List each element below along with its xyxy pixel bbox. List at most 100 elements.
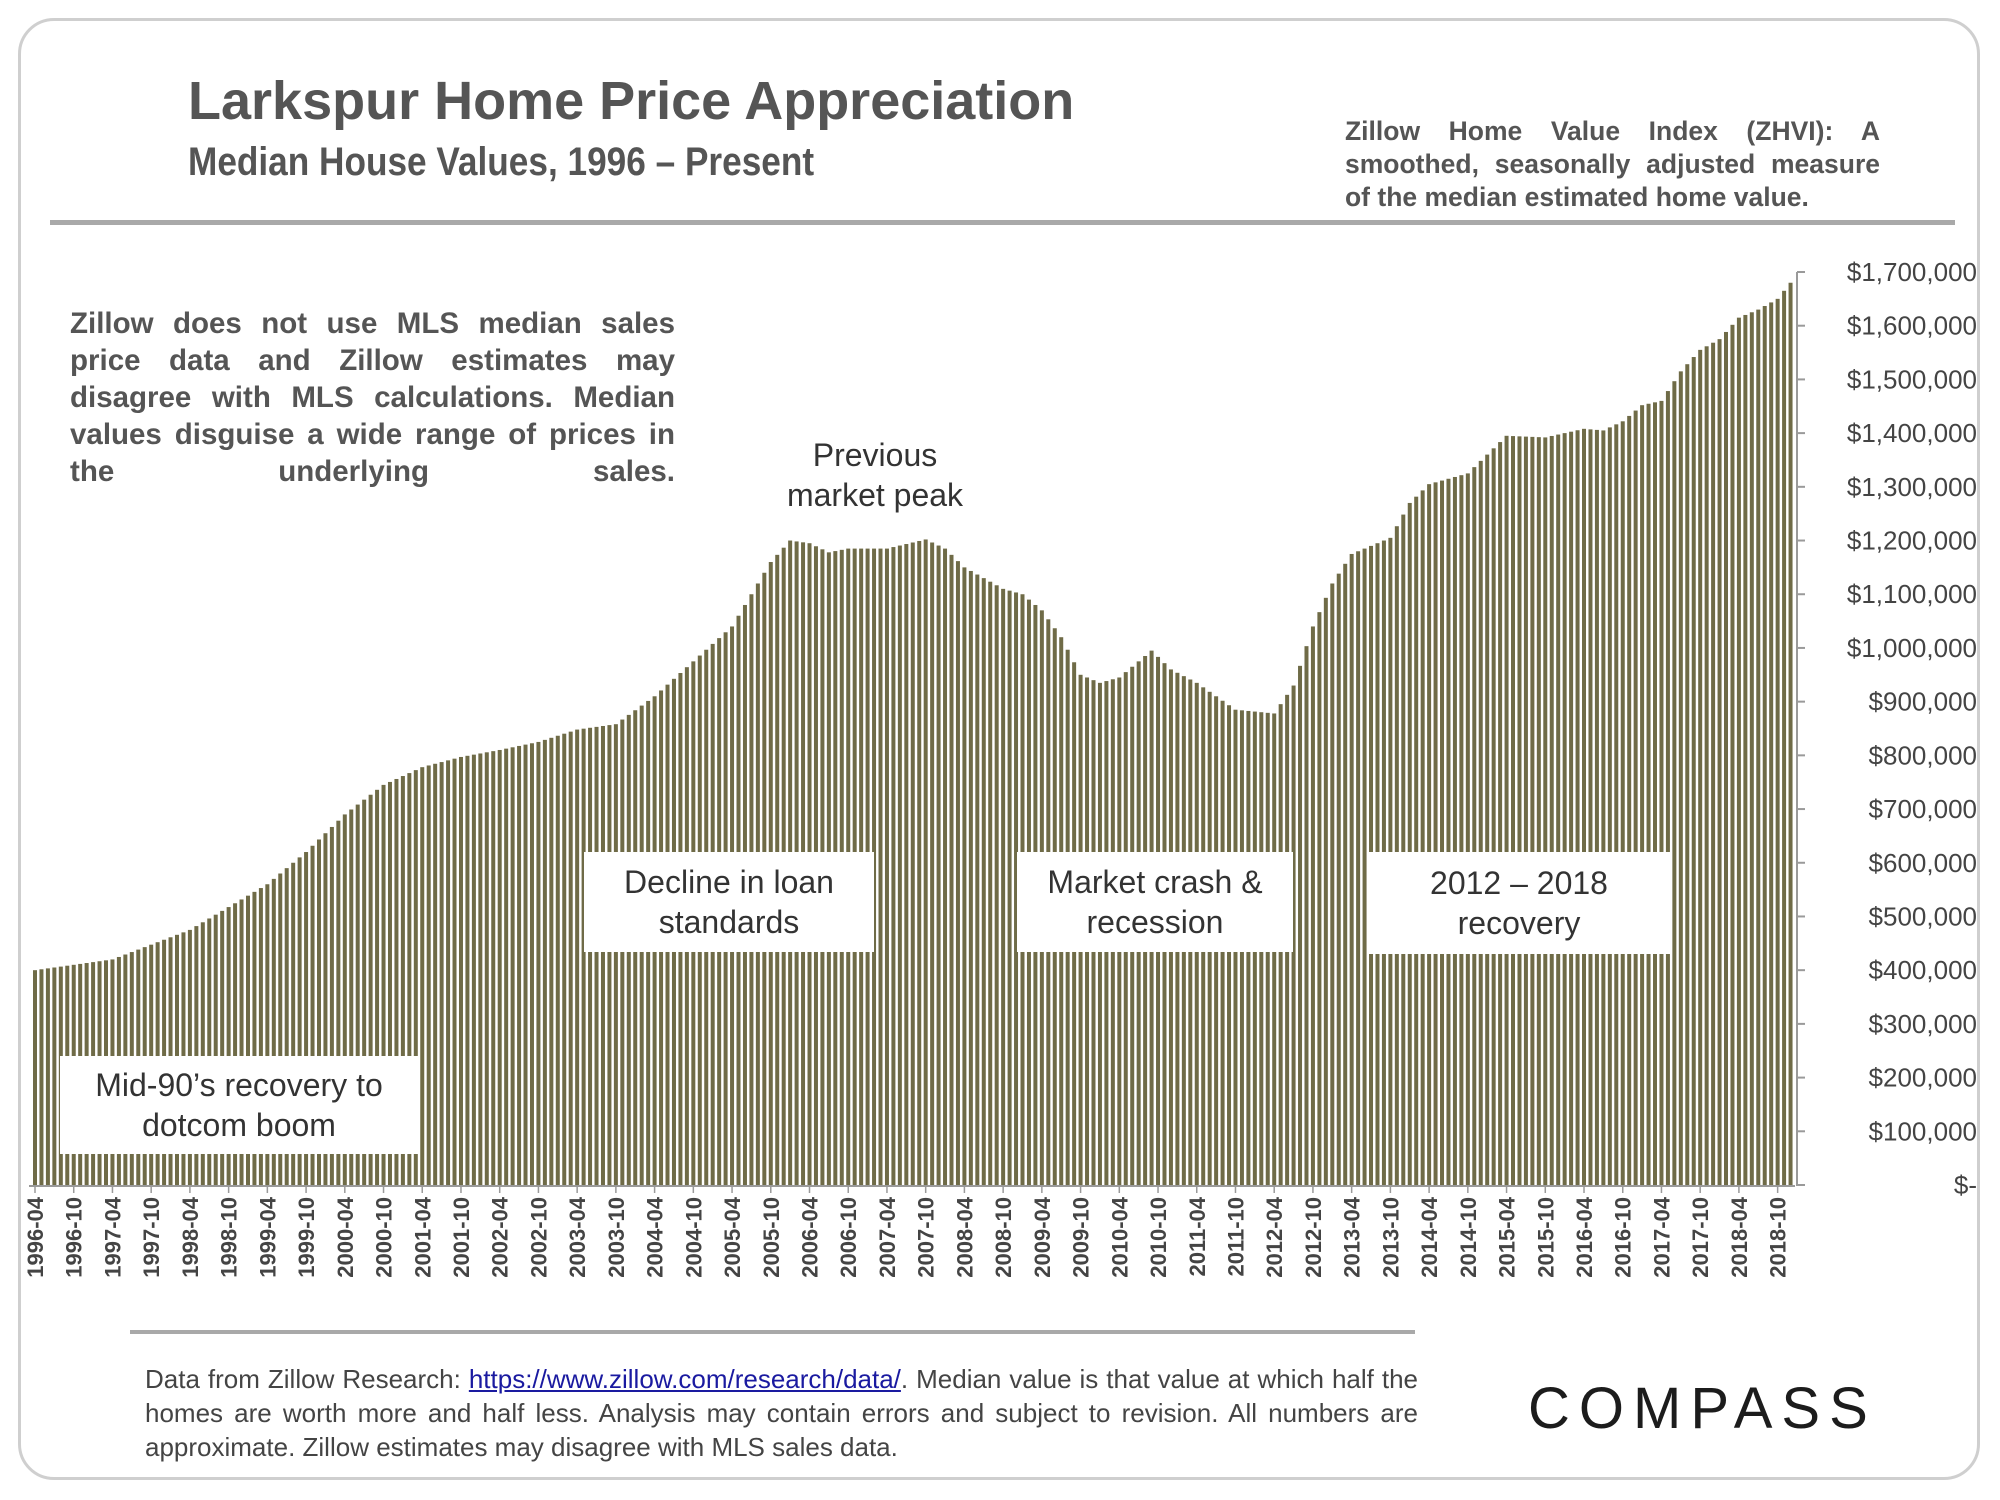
price-bar: [368, 794, 373, 1185]
price-bar: [620, 719, 625, 1185]
price-bar: [594, 726, 599, 1185]
price-bar: [1485, 454, 1490, 1186]
price-bar: [1330, 583, 1335, 1185]
price-bar: [355, 804, 360, 1185]
x-tick-label: 2010-04: [1107, 1196, 1132, 1278]
price-bar: [471, 754, 476, 1185]
price-bar: [1336, 573, 1341, 1185]
price-bar: [1743, 314, 1748, 1186]
price-bar: [1459, 475, 1464, 1185]
price-bar: [1452, 476, 1457, 1186]
y-tick-label: $900,000: [1869, 687, 1977, 717]
y-tick-label: $1,400,000: [1847, 418, 1977, 448]
price-bar: [1343, 563, 1348, 1185]
price-bar: [1724, 331, 1728, 1186]
x-tick-label: 1997-04: [100, 1196, 125, 1278]
price-bar: [943, 548, 948, 1185]
price-bar: [1504, 435, 1509, 1185]
price-bar: [1007, 590, 1012, 1185]
price-bar: [884, 548, 889, 1185]
annotation-previous-peak: Previous market peak: [786, 437, 964, 513]
price-bar: [1511, 436, 1516, 1185]
source-description: . Median value is that value at which ha…: [145, 1364, 1419, 1462]
header-divider: [50, 220, 1955, 225]
compass-logo: COMPASS: [1528, 1376, 1877, 1441]
price-bar: [1491, 448, 1496, 1186]
y-tick-label: $100,000: [1869, 1116, 1977, 1146]
price-bar: [930, 542, 935, 1185]
price-bar: [52, 967, 57, 1185]
x-tick-label: 1998-10: [217, 1197, 242, 1278]
x-tick-label: 2007-10: [914, 1197, 939, 1278]
price-bar: [575, 729, 580, 1185]
price-bar: [310, 845, 315, 1185]
price-bar: [265, 884, 270, 1185]
price-bar: [1362, 548, 1367, 1185]
price-bar: [1530, 436, 1535, 1185]
price-bar: [1465, 473, 1470, 1185]
price-bar: [923, 539, 928, 1185]
price-bar: [1304, 646, 1309, 1185]
y-tick-label: $1,200,000: [1847, 526, 1977, 556]
price-bar: [1717, 339, 1722, 1185]
price-bar: [613, 724, 618, 1185]
price-bar: [523, 744, 528, 1185]
price-bar: [33, 970, 37, 1185]
price-bar: [1640, 405, 1645, 1185]
price-bar: [981, 578, 986, 1185]
price-bar: [342, 814, 347, 1185]
price-bar: [1420, 490, 1425, 1185]
x-tick-label: 2015-10: [1533, 1197, 1558, 1278]
price-bar: [491, 751, 496, 1185]
y-axis-ticks: $- $100,000 $200,000 $300,000 $400,000 $500,0…: [1797, 257, 1977, 1200]
data-source-note: Data from Zillow Research: https://www.z…: [145, 1362, 1418, 1464]
annotation-loan-standards: Decline in loan standards: [584, 852, 874, 952]
zillow-research-link[interactable]: https://www.zillow.com/research/data/: [468, 1364, 901, 1394]
price-bar: [458, 756, 463, 1185]
price-bar: [1653, 402, 1658, 1186]
price-bar: [1601, 430, 1606, 1185]
price-bar: [988, 581, 993, 1185]
price-bar: [1672, 381, 1677, 1185]
y-tick-label: $300,000: [1869, 1009, 1977, 1039]
x-tick-label: 2001-10: [449, 1197, 474, 1278]
price-bar: [510, 747, 515, 1185]
price-bar: [968, 570, 973, 1185]
y-tick-label: $1,600,000: [1847, 311, 1977, 341]
price-bar: [600, 725, 605, 1185]
price-bar: [349, 809, 354, 1185]
x-tick-label: 2007-04: [875, 1196, 900, 1278]
price-bar: [484, 752, 489, 1185]
price-bar: [452, 758, 457, 1185]
price-bar: [1536, 437, 1541, 1185]
price-bar: [1310, 626, 1315, 1185]
x-tick-label: 2016-04: [1572, 1196, 1597, 1278]
price-bar: [891, 547, 896, 1185]
x-tick-label: 2006-04: [798, 1196, 823, 1278]
price-bar: [1323, 597, 1328, 1185]
price-bar: [1549, 435, 1554, 1186]
x-tick-label: 2002-04: [488, 1196, 513, 1278]
x-tick-label: 2003-10: [604, 1197, 629, 1278]
price-bar: [245, 895, 250, 1185]
price-bar: [1782, 290, 1787, 1185]
x-tick-label: 2015-04: [1495, 1196, 1520, 1278]
x-tick-label: 2011-04: [1185, 1196, 1210, 1276]
x-tick-label: 2008-10: [991, 1197, 1016, 1278]
annotation-dotcom-recovery: Mid-90’s recovery to dotcom boom: [60, 1056, 418, 1154]
y-tick-label: $1,500,000: [1847, 364, 1977, 394]
price-bar: [936, 545, 941, 1185]
x-tick-label: 1996-04: [23, 1196, 48, 1278]
price-bar: [323, 833, 328, 1185]
price-bar: [568, 731, 573, 1185]
price-bar: [1356, 551, 1361, 1185]
x-tick-label: 1997-10: [139, 1197, 164, 1278]
price-bar: [1633, 410, 1638, 1185]
price-bar: [517, 745, 522, 1185]
price-bar: [1407, 502, 1412, 1185]
price-bar: [1756, 309, 1761, 1186]
price-bar: [439, 762, 444, 1185]
price-bar: [1498, 442, 1503, 1185]
price-bar: [1472, 467, 1477, 1185]
price-bar: [962, 567, 967, 1185]
